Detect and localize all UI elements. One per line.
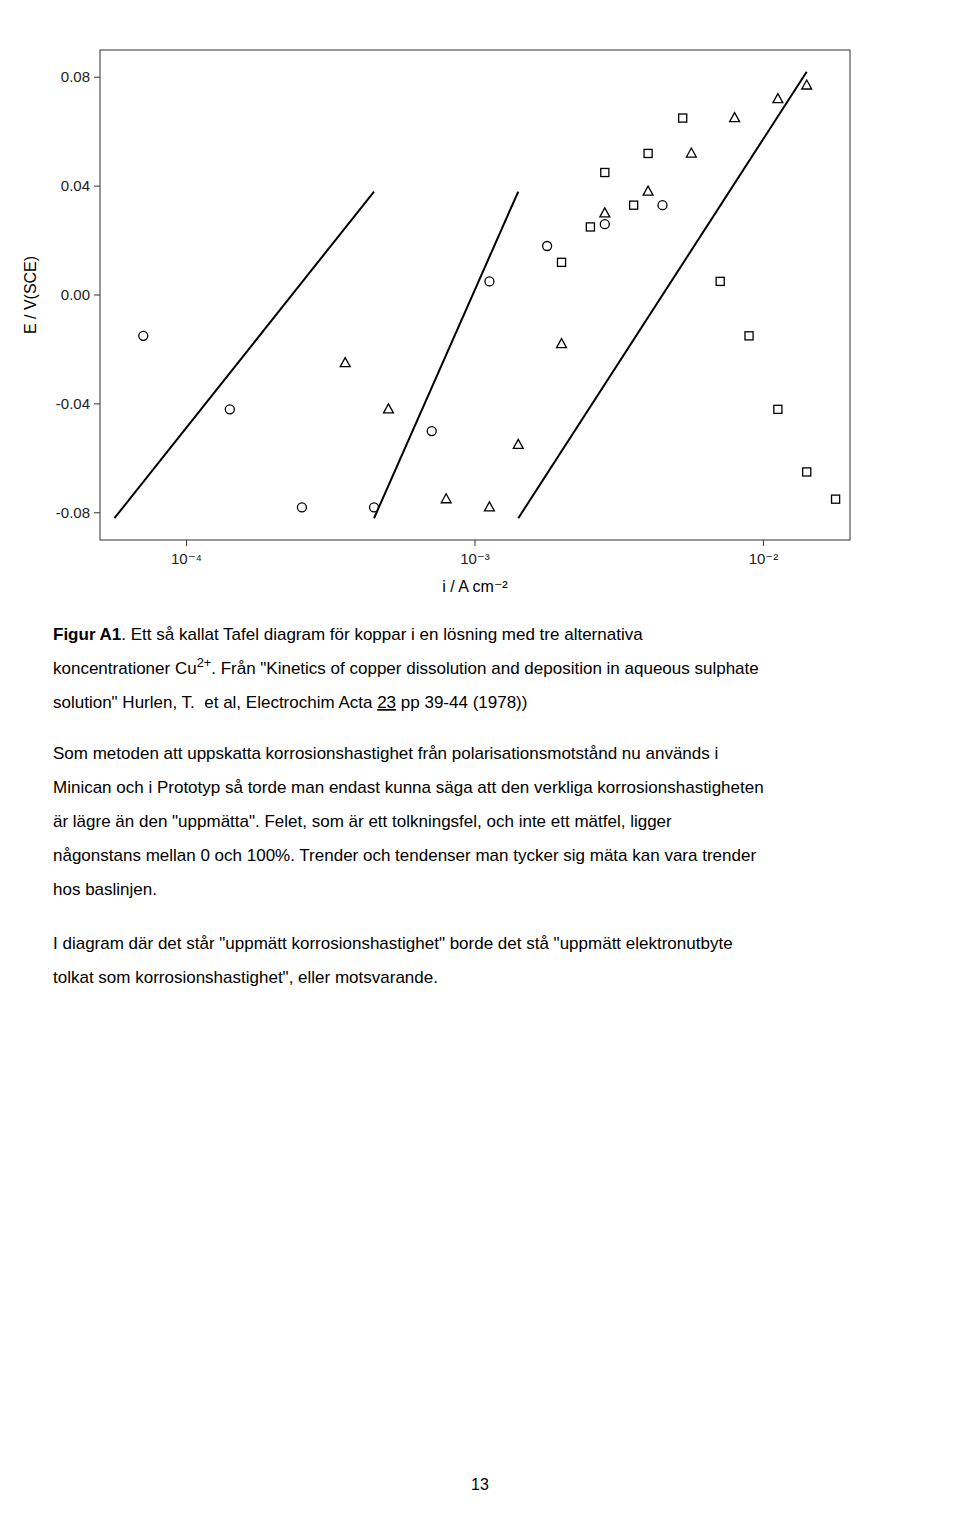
square-point bbox=[586, 223, 594, 231]
axes: 10⁻⁴ 10⁻³ 10⁻² -0.08 -0.04 0.00 0.04 0.08 i / A … bbox=[22, 68, 778, 595]
caption-text: . Ett så kallat Tafel diagram för koppar… bbox=[121, 625, 643, 644]
paragraph-line: är lägre än den "uppmätta". Felet, som ä… bbox=[53, 812, 672, 831]
circle-point bbox=[543, 242, 552, 251]
square-point bbox=[557, 258, 565, 266]
y-tick-label: -0.08 bbox=[56, 504, 90, 521]
x-tick-label: 10⁻³ bbox=[460, 550, 490, 567]
page-number: 13 bbox=[471, 1476, 489, 1493]
square-point bbox=[679, 114, 687, 122]
tafel-line bbox=[114, 192, 374, 519]
triangle-point bbox=[557, 339, 567, 348]
plot-frame bbox=[100, 50, 850, 540]
paragraph-line: I diagram där det står "uppmätt korrosio… bbox=[53, 934, 733, 953]
triangle-point bbox=[643, 186, 653, 195]
data-area bbox=[114, 72, 839, 518]
y-axis-label: E / V(SCE) bbox=[22, 256, 39, 334]
triangle-point bbox=[484, 502, 494, 511]
triangle-point bbox=[513, 439, 523, 448]
triangle-point bbox=[802, 80, 812, 89]
y-tick-label: 0.00 bbox=[61, 286, 90, 303]
circle-point bbox=[658, 201, 667, 210]
y-tick bbox=[94, 186, 100, 187]
caption-text: koncentrationer Cu bbox=[53, 659, 197, 678]
circle-point bbox=[427, 427, 436, 436]
square-point bbox=[774, 405, 782, 413]
caption-superscript: 2+ bbox=[197, 655, 212, 670]
y-tick-label: -0.04 bbox=[56, 395, 90, 412]
circle-point bbox=[485, 277, 494, 286]
caption-volume: 23 bbox=[377, 693, 396, 712]
triangle-point bbox=[730, 113, 740, 122]
tafel-line bbox=[518, 72, 806, 518]
text-block: Figur A1. Ett så kallat Tafel diagram fö… bbox=[53, 625, 764, 987]
x-tick-label: 10⁻² bbox=[749, 550, 779, 567]
x-tick bbox=[763, 540, 764, 546]
background bbox=[0, 0, 960, 1534]
paragraph-line: hos baslinjen. bbox=[53, 880, 157, 899]
y-tick bbox=[94, 295, 100, 296]
triangle-point bbox=[340, 358, 350, 367]
page-svg: 10⁻⁴ 10⁻³ 10⁻² -0.08 -0.04 0.00 0.04 0.08 i / A … bbox=[0, 0, 960, 1534]
paragraph-line: någonstans mellan 0 och 100%. Trender oc… bbox=[53, 846, 756, 865]
paragraph-line: Minican och i Prototyp så torde man enda… bbox=[53, 778, 764, 797]
triangle-point bbox=[384, 404, 394, 413]
circle-point bbox=[600, 220, 609, 229]
circle-point bbox=[297, 503, 306, 512]
square-point bbox=[803, 468, 811, 476]
square-point bbox=[630, 201, 638, 209]
square-point bbox=[644, 149, 652, 157]
circle-point bbox=[225, 405, 234, 414]
tafel-line bbox=[374, 192, 518, 519]
caption-text: pp 39-44 (1978)) bbox=[396, 693, 527, 712]
square-point bbox=[832, 495, 840, 503]
square-point bbox=[745, 332, 753, 340]
triangle-point bbox=[441, 494, 451, 503]
paragraph-line: Som metoden att uppskatta korrosionshast… bbox=[53, 744, 718, 763]
circle-point bbox=[139, 331, 148, 340]
x-tick bbox=[474, 540, 475, 546]
y-tick bbox=[94, 77, 100, 78]
triangle-point bbox=[773, 94, 783, 103]
y-tick-label: 0.08 bbox=[61, 68, 90, 85]
x-tick bbox=[186, 540, 187, 546]
caption-text: solution" Hurlen, T. et al, Electrochim … bbox=[53, 693, 377, 712]
triangle-point bbox=[600, 208, 610, 217]
square-point bbox=[601, 168, 609, 176]
square-point bbox=[716, 277, 724, 285]
page: {"chart_data": { "type": "scatter", "log… bbox=[0, 0, 960, 1534]
y-tick bbox=[94, 403, 100, 404]
y-tick bbox=[94, 512, 100, 513]
x-axis-label: i / A cm⁻² bbox=[442, 578, 508, 595]
caption-figure-label: Figur A1 bbox=[53, 625, 121, 644]
x-tick-label: 10⁻⁴ bbox=[171, 550, 202, 567]
triangle-point bbox=[686, 148, 696, 157]
paragraph-line: tolkat som korrosionshastighet", eller m… bbox=[53, 968, 438, 987]
caption-text: . Från "Kinetics of copper dissolution a… bbox=[211, 659, 759, 678]
y-tick-label: 0.04 bbox=[61, 177, 90, 194]
